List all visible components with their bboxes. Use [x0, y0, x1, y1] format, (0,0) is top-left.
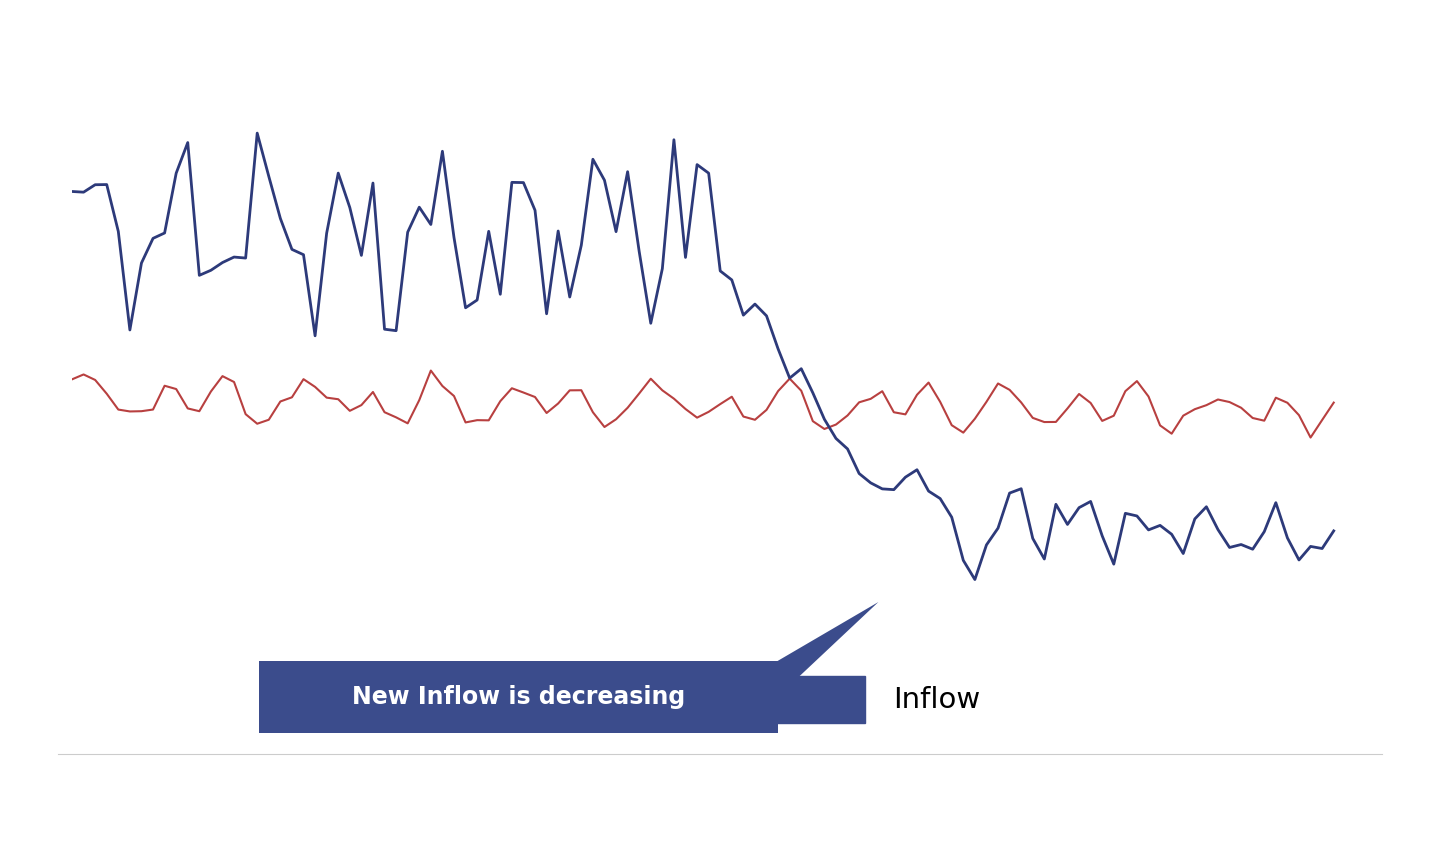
Text: New Inflow is decreasing: New Inflow is decreasing [351, 685, 685, 709]
Legend: CVR, Inflow: CVR, Inflow [474, 663, 995, 737]
